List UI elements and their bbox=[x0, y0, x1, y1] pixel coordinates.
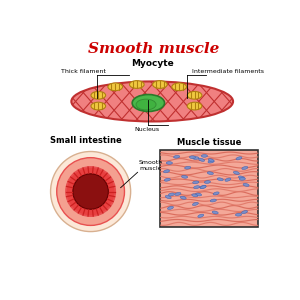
Text: Intermediate filaments: Intermediate filaments bbox=[192, 69, 264, 74]
Ellipse shape bbox=[164, 170, 169, 173]
Ellipse shape bbox=[164, 178, 170, 181]
Ellipse shape bbox=[136, 99, 156, 110]
Text: Smooth muscle: Smooth muscle bbox=[88, 42, 219, 56]
Ellipse shape bbox=[196, 193, 202, 196]
Bar bbox=[160, 150, 259, 227]
Ellipse shape bbox=[180, 196, 186, 199]
Ellipse shape bbox=[193, 181, 199, 184]
Ellipse shape bbox=[233, 171, 239, 174]
Ellipse shape bbox=[182, 176, 188, 178]
Ellipse shape bbox=[108, 83, 123, 91]
Ellipse shape bbox=[172, 83, 187, 91]
Ellipse shape bbox=[132, 94, 164, 112]
Text: Small intestine: Small intestine bbox=[50, 136, 122, 145]
Circle shape bbox=[51, 152, 131, 232]
Ellipse shape bbox=[187, 92, 202, 99]
Ellipse shape bbox=[199, 158, 205, 161]
Text: Muscle tissue: Muscle tissue bbox=[177, 138, 242, 147]
Ellipse shape bbox=[208, 160, 214, 163]
Ellipse shape bbox=[91, 92, 106, 99]
Text: Myocyte: Myocyte bbox=[131, 59, 174, 68]
Ellipse shape bbox=[236, 157, 242, 160]
Ellipse shape bbox=[130, 81, 144, 88]
Ellipse shape bbox=[212, 211, 218, 214]
Ellipse shape bbox=[243, 183, 249, 186]
Ellipse shape bbox=[175, 193, 181, 195]
Ellipse shape bbox=[187, 102, 202, 110]
Ellipse shape bbox=[153, 81, 167, 88]
Ellipse shape bbox=[192, 194, 198, 197]
Circle shape bbox=[66, 167, 115, 216]
Text: Nucleus: Nucleus bbox=[134, 127, 160, 132]
Ellipse shape bbox=[217, 178, 223, 181]
Ellipse shape bbox=[236, 213, 242, 216]
Ellipse shape bbox=[167, 206, 173, 209]
Ellipse shape bbox=[225, 178, 231, 181]
Ellipse shape bbox=[194, 186, 200, 189]
Ellipse shape bbox=[91, 102, 106, 110]
Ellipse shape bbox=[204, 181, 211, 183]
Text: Smooth
muscle: Smooth muscle bbox=[139, 160, 164, 171]
Ellipse shape bbox=[198, 214, 204, 218]
Ellipse shape bbox=[185, 166, 191, 169]
Ellipse shape bbox=[189, 156, 196, 158]
Ellipse shape bbox=[192, 202, 198, 206]
Ellipse shape bbox=[238, 176, 244, 179]
Ellipse shape bbox=[207, 172, 213, 175]
Ellipse shape bbox=[168, 193, 174, 196]
Circle shape bbox=[73, 174, 108, 209]
Ellipse shape bbox=[213, 192, 219, 195]
Ellipse shape bbox=[165, 196, 171, 199]
Ellipse shape bbox=[242, 211, 248, 214]
Ellipse shape bbox=[166, 162, 172, 164]
Ellipse shape bbox=[200, 185, 206, 189]
Circle shape bbox=[57, 158, 124, 225]
Ellipse shape bbox=[208, 159, 214, 162]
Ellipse shape bbox=[210, 199, 216, 202]
Ellipse shape bbox=[193, 157, 199, 160]
Ellipse shape bbox=[71, 81, 233, 122]
Ellipse shape bbox=[242, 167, 248, 170]
Ellipse shape bbox=[239, 178, 245, 180]
Ellipse shape bbox=[201, 154, 208, 157]
Ellipse shape bbox=[200, 185, 206, 188]
Ellipse shape bbox=[174, 155, 180, 158]
Text: Thick filament: Thick filament bbox=[61, 69, 106, 74]
